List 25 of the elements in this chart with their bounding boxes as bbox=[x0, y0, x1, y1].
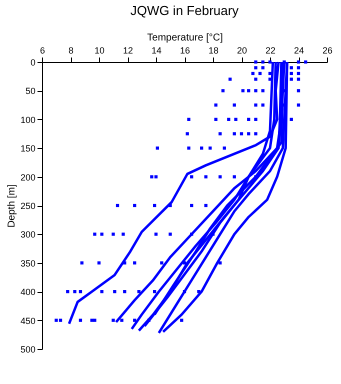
x-tick-label: 22 bbox=[265, 46, 276, 56]
x-tick-label: 14 bbox=[151, 46, 162, 56]
y-tick-label: 350 bbox=[20, 258, 36, 268]
chart-title: JQWG in February bbox=[130, 3, 240, 18]
x-tick-label: 6 bbox=[40, 46, 46, 56]
y-tick-label: 450 bbox=[20, 316, 36, 326]
y-tick-label: 200 bbox=[20, 172, 36, 182]
y-tick-label: 100 bbox=[20, 114, 36, 125]
x-tick-label: 8 bbox=[68, 46, 74, 56]
y-axis-title: Depth [m] bbox=[6, 184, 18, 228]
x-tick-label: 16 bbox=[180, 46, 190, 56]
x-tick-label: 10 bbox=[94, 46, 105, 56]
y-tick-label: 300 bbox=[20, 230, 36, 240]
x-tick-label: 12 bbox=[122, 46, 134, 56]
x-tick-label: 18 bbox=[208, 46, 219, 56]
y-tick-label: 50 bbox=[25, 86, 36, 96]
x-tick-label: 24 bbox=[294, 46, 304, 56]
x-tick-label: 20 bbox=[236, 46, 248, 56]
y-tick-label: 0 bbox=[30, 58, 36, 68]
y-tick-label: 250 bbox=[20, 201, 36, 211]
y-tick-label: 500 bbox=[20, 344, 36, 354]
x-tick-label: 26 bbox=[322, 46, 333, 56]
y-tick-label: 400 bbox=[20, 287, 36, 298]
x-axis-title: Temperature [°C] bbox=[147, 32, 224, 44]
y-tick-label: 150 bbox=[20, 144, 36, 154]
